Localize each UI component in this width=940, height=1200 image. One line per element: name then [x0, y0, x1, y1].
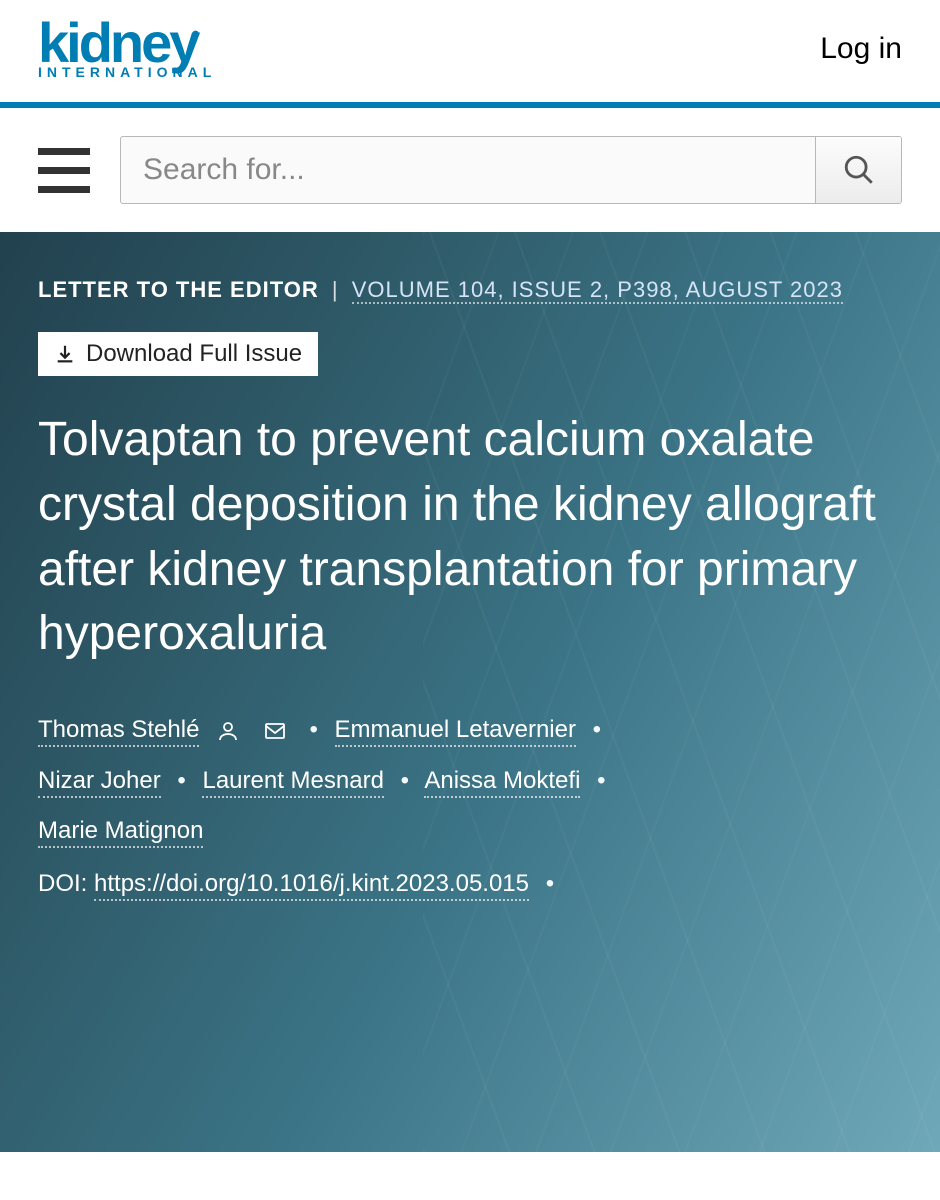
- doi-label: DOI:: [38, 870, 87, 897]
- search-container: [120, 136, 902, 204]
- person-icon[interactable]: [216, 719, 240, 743]
- author-link[interactable]: Nizar Joher: [38, 767, 161, 798]
- article-meta: LETTER TO THE EDITOR | VOLUME 104, ISSUE…: [38, 270, 902, 310]
- article-title: Tolvaptan to prevent calcium oxalate cry…: [38, 408, 878, 667]
- doi-row: DOI: https://doi.org/10.1016/j.kint.2023…: [38, 870, 902, 898]
- doi-link[interactable]: https://doi.org/10.1016/j.kint.2023.05.0…: [94, 870, 529, 901]
- search-row: [0, 108, 940, 232]
- author-link[interactable]: Marie Matignon: [38, 817, 203, 848]
- meta-separator: |: [332, 277, 339, 302]
- download-full-issue-button[interactable]: Download Full Issue: [38, 332, 318, 376]
- author-separator: •: [597, 767, 605, 794]
- author-separator: •: [593, 716, 601, 743]
- author-separator: •: [309, 716, 317, 743]
- article-hero: LETTER TO THE EDITOR | VOLUME 104, ISSUE…: [0, 232, 940, 1152]
- hamburger-icon: [38, 148, 90, 155]
- menu-button[interactable]: [38, 144, 90, 197]
- doi-trailing-bullet: •: [546, 870, 554, 897]
- issue-link[interactable]: VOLUME 104, ISSUE 2, P398, AUGUST 2023: [352, 277, 843, 304]
- download-label: Download Full Issue: [86, 340, 302, 368]
- author-separator: •: [177, 767, 185, 794]
- logo-main-text: kidney•: [38, 18, 216, 68]
- search-button[interactable]: [815, 137, 901, 203]
- download-icon: [54, 343, 76, 365]
- top-bar: kidney• INTERNATIONAL Log in: [0, 0, 940, 90]
- author-link[interactable]: Anissa Moktefi: [424, 767, 580, 798]
- logo-sub-text: INTERNATIONAL: [38, 64, 216, 80]
- search-input[interactable]: [121, 137, 815, 203]
- author-list: Thomas Stehlé • Emmanuel Letavernier • N…: [38, 705, 902, 856]
- login-link[interactable]: Log in: [820, 32, 902, 66]
- author-link[interactable]: Laurent Mesnard: [202, 767, 383, 798]
- article-category: LETTER TO THE EDITOR: [38, 277, 319, 302]
- mail-icon[interactable]: [261, 719, 289, 743]
- journal-logo[interactable]: kidney• INTERNATIONAL: [38, 18, 216, 80]
- search-icon: [842, 153, 876, 187]
- author-link[interactable]: Thomas Stehlé: [38, 716, 199, 747]
- author-separator: •: [401, 767, 409, 794]
- author-link[interactable]: Emmanuel Letavernier: [335, 716, 576, 747]
